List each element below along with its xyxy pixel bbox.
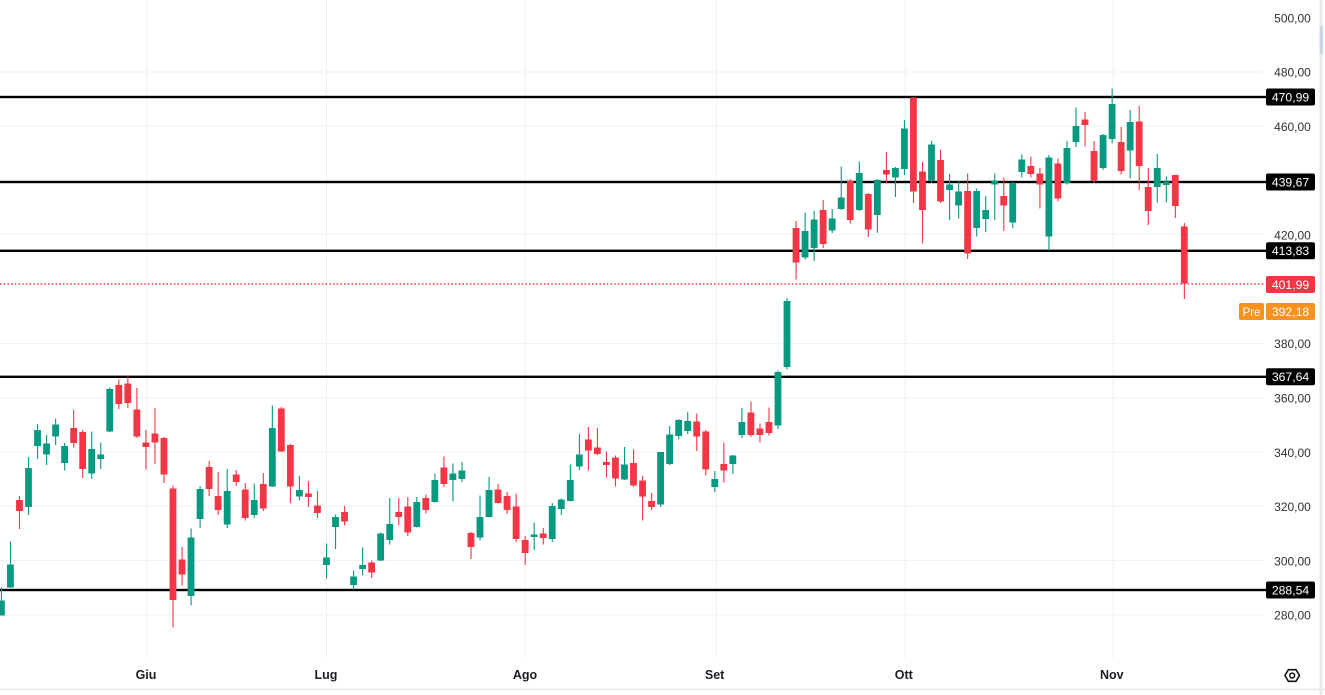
- svg-text:Ott: Ott: [895, 668, 914, 682]
- svg-text:Ago: Ago: [513, 668, 538, 682]
- svg-text:380,00: 380,00: [1274, 337, 1311, 351]
- svg-text:470,99: 470,99: [1272, 90, 1309, 104]
- svg-text:Set: Set: [705, 668, 725, 682]
- svg-text:360,00: 360,00: [1274, 392, 1311, 406]
- svg-text:288,54: 288,54: [1272, 583, 1309, 597]
- svg-text:392,18: 392,18: [1272, 305, 1309, 319]
- svg-text:340,00: 340,00: [1274, 446, 1311, 460]
- svg-text:460,00: 460,00: [1274, 120, 1311, 134]
- svg-text:Pre: Pre: [1243, 307, 1261, 319]
- svg-text:300,00: 300,00: [1274, 554, 1311, 568]
- svg-text:439,67: 439,67: [1272, 175, 1309, 189]
- svg-text:Lug: Lug: [315, 668, 338, 682]
- svg-text:320,00: 320,00: [1274, 500, 1311, 514]
- svg-text:413,83: 413,83: [1272, 244, 1309, 258]
- svg-text:Giu: Giu: [136, 668, 157, 682]
- svg-text:367,64: 367,64: [1272, 370, 1309, 384]
- svg-text:420,00: 420,00: [1274, 229, 1311, 243]
- svg-text:480,00: 480,00: [1274, 66, 1311, 80]
- svg-text:401,99: 401,99: [1272, 278, 1309, 292]
- svg-text:Nov: Nov: [1100, 668, 1124, 682]
- svg-text:500,00: 500,00: [1274, 11, 1311, 25]
- svg-text:280,00: 280,00: [1274, 609, 1311, 623]
